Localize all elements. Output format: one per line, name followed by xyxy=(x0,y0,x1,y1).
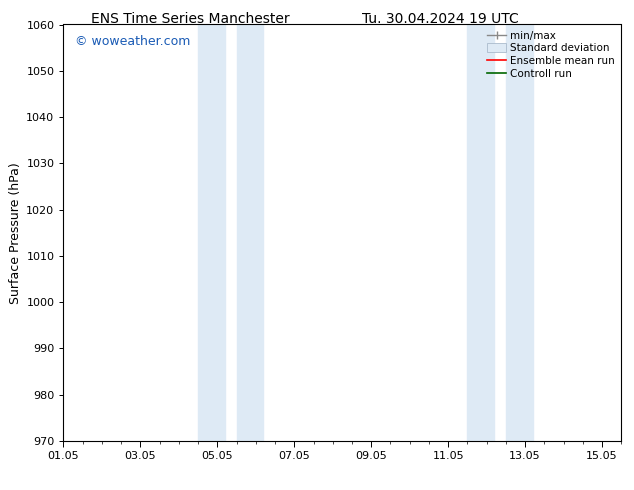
Bar xyxy=(236,24,264,441)
Text: Tu. 30.04.2024 19 UTC: Tu. 30.04.2024 19 UTC xyxy=(362,12,519,26)
Y-axis label: Surface Pressure (hPa): Surface Pressure (hPa) xyxy=(9,162,22,304)
Bar xyxy=(467,24,495,441)
Bar xyxy=(506,24,533,441)
Text: © woweather.com: © woweather.com xyxy=(75,35,190,48)
Text: ENS Time Series Manchester: ENS Time Series Manchester xyxy=(91,12,290,26)
Bar xyxy=(198,24,225,441)
Legend: min/max, Standard deviation, Ensemble mean run, Controll run: min/max, Standard deviation, Ensemble me… xyxy=(483,26,619,83)
